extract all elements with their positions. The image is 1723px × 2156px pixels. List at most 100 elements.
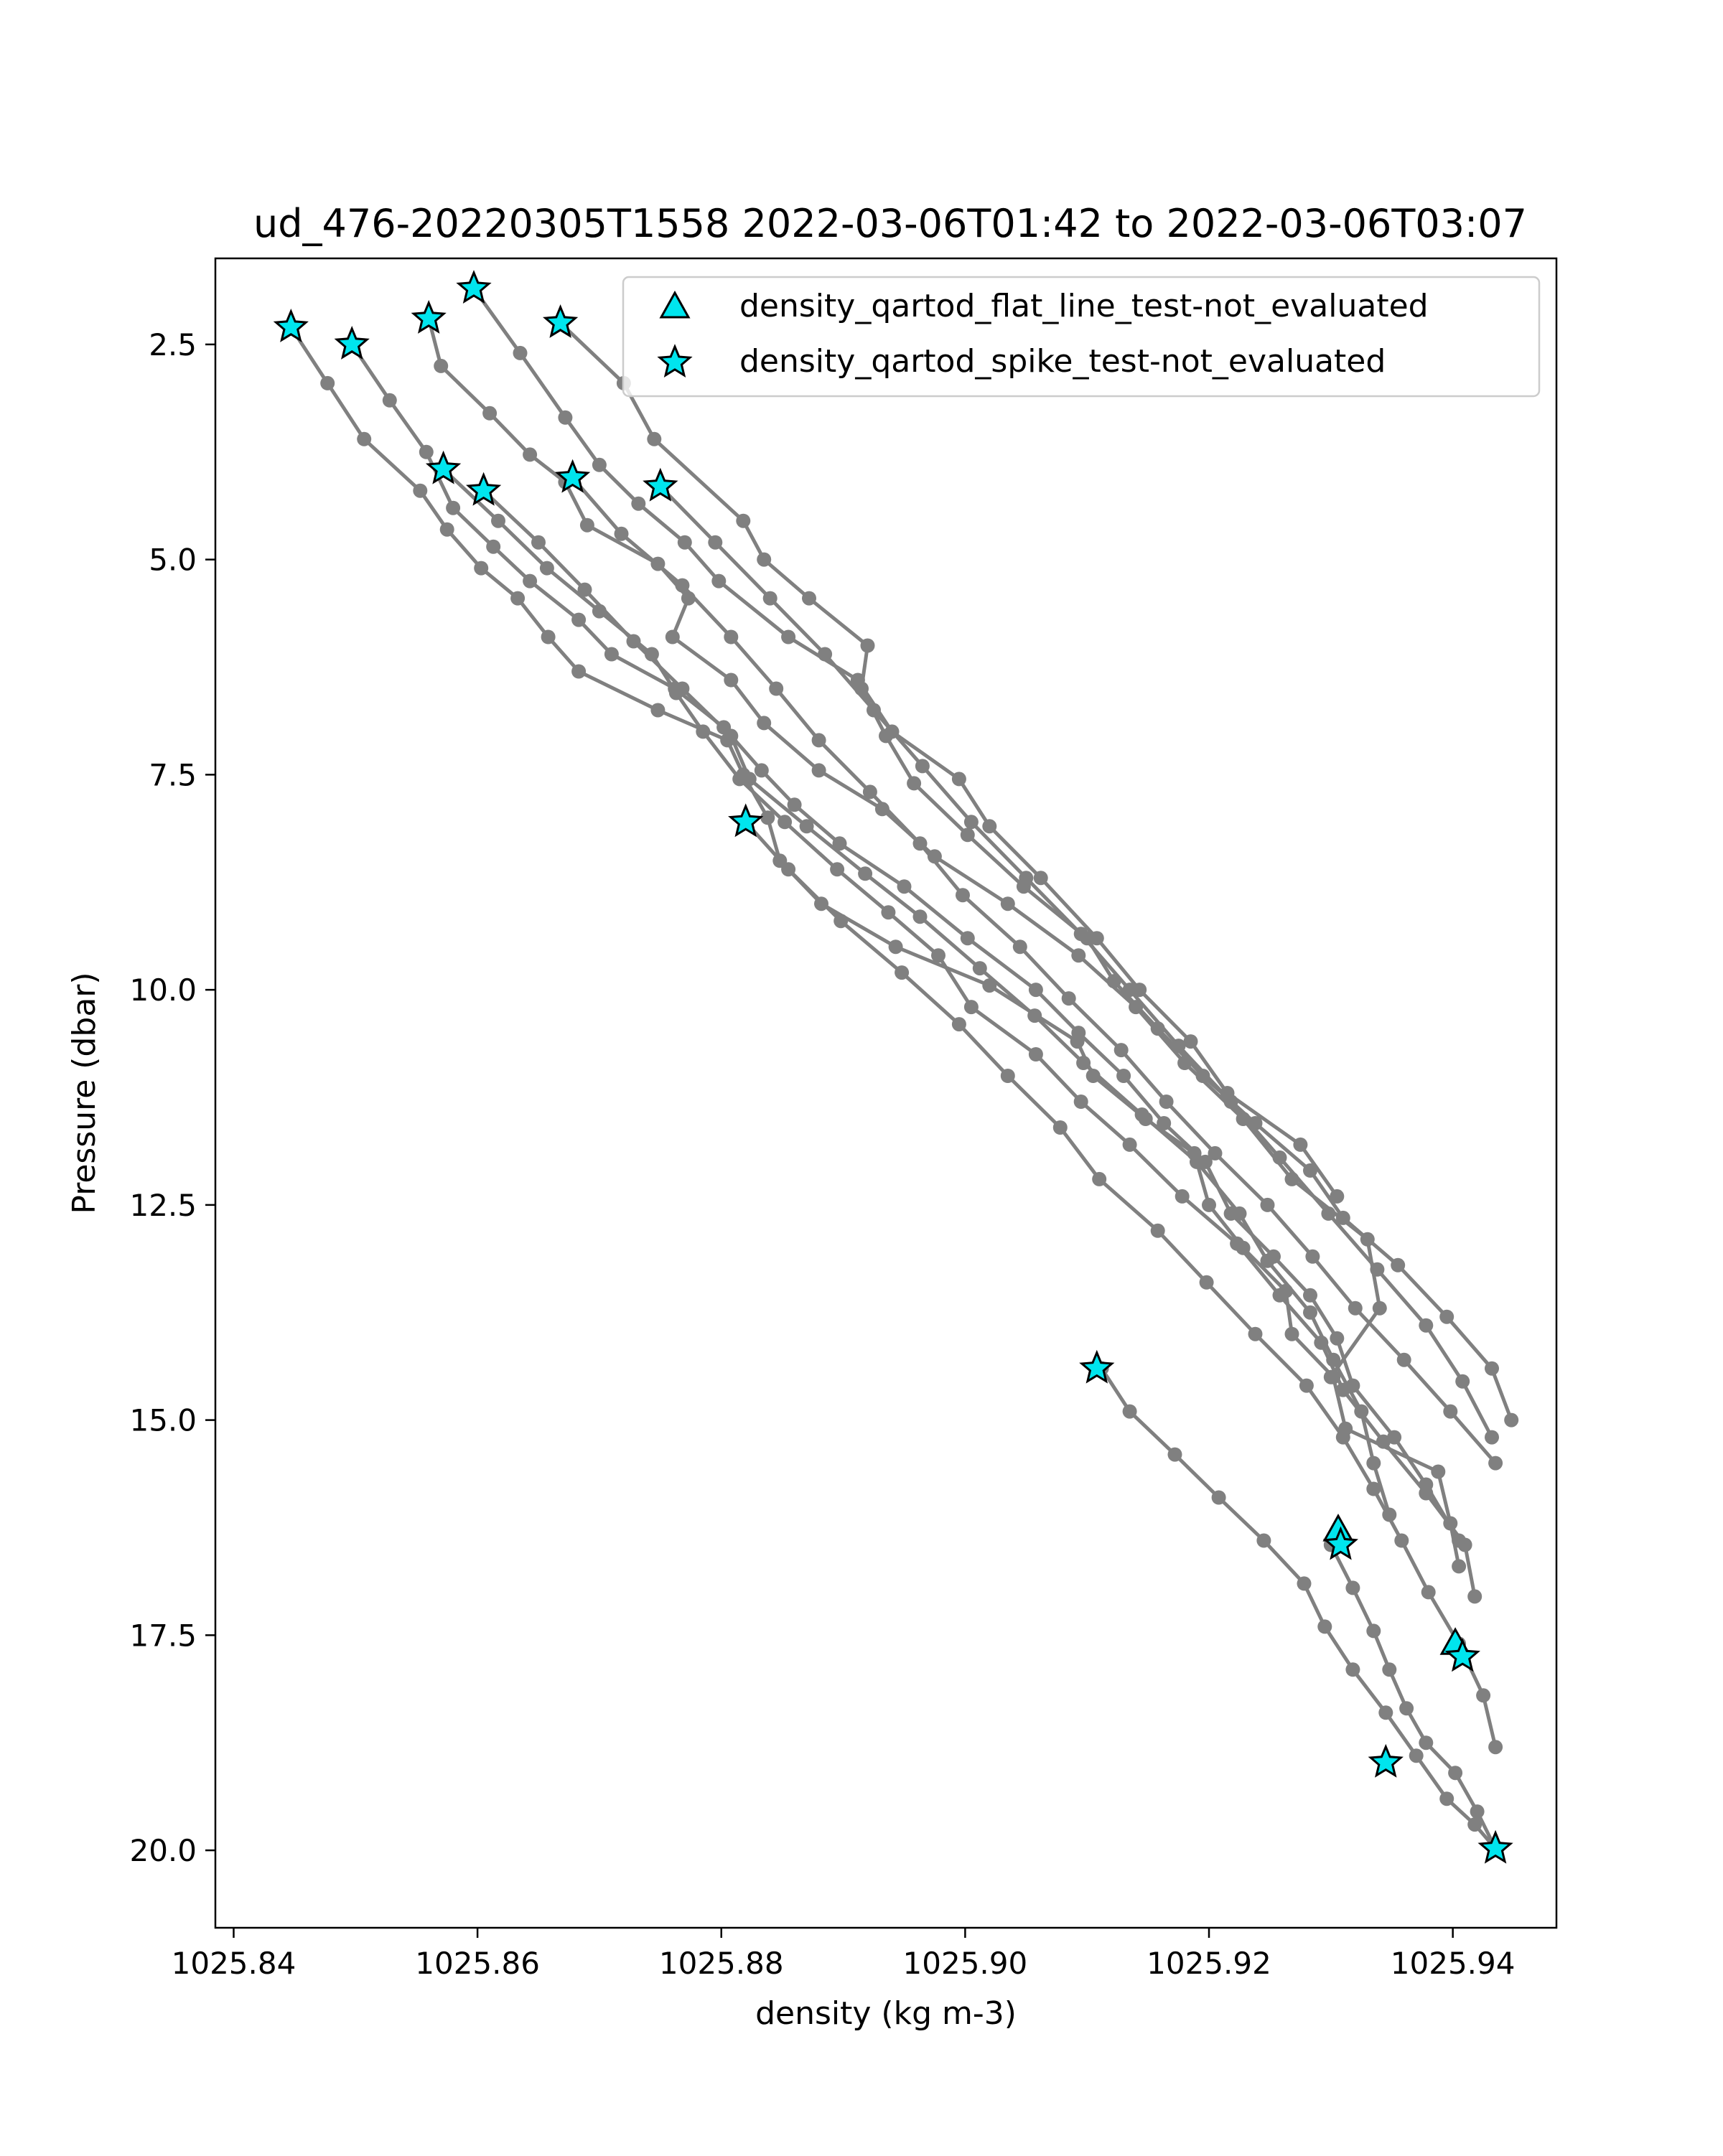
profile-1-point <box>650 703 666 718</box>
profile-7-point <box>1366 1456 1381 1471</box>
x-tick-label: 1025.94 <box>1391 1946 1516 1981</box>
profile-5-point <box>1303 1163 1317 1178</box>
profile-12-point <box>1470 1804 1485 1819</box>
y-tick-label: 2.5 <box>149 327 197 362</box>
profile-1-point <box>1202 1197 1216 1212</box>
profile-6-point <box>491 513 505 528</box>
profile-3-point <box>724 672 739 688</box>
profile-1-point <box>1431 1464 1446 1479</box>
profile-1-point <box>413 483 428 498</box>
profile-7-point <box>1190 1154 1204 1169</box>
x-axis-ticks: 1025.84 1025.86 1025.88 1025.90 1025.92 1025.… <box>172 1928 1516 1981</box>
profile-6-point <box>1073 1095 1088 1109</box>
profile-4-point <box>1293 1137 1308 1152</box>
profile-4-point <box>558 410 573 425</box>
spike-flag-marker <box>1477 1829 1513 1864</box>
profile-10-point <box>1421 1585 1436 1600</box>
profile-10-point <box>1366 1481 1381 1496</box>
profile-3-point <box>1071 948 1086 963</box>
x-axis-label: density (kg m-3) <box>755 1995 1017 2032</box>
profile-6-point <box>1028 1047 1043 1061</box>
profile-8-point <box>1488 1456 1503 1471</box>
profile-5-point <box>1439 1309 1454 1324</box>
profile-8-point <box>1260 1197 1275 1212</box>
legend: density_qartod_flat_line_test-not_evalua… <box>622 276 1541 398</box>
y-tick-label: 5.0 <box>149 543 197 578</box>
spike-flag-marker <box>334 325 370 360</box>
profile-7-point <box>1354 1404 1369 1419</box>
profile-5-point <box>736 513 751 528</box>
profile-12-point <box>1419 1735 1434 1750</box>
y-axis-ticks: 2.5 5.0 7.5 10.0 12.5 15.0 17.5 20.0 <box>129 327 215 1868</box>
profile-9-point <box>1122 983 1137 998</box>
y-tick-label: 7.5 <box>149 757 197 792</box>
profile-6-point <box>1272 1288 1287 1303</box>
profile-5-point <box>907 776 922 791</box>
profile-2-point <box>787 797 802 812</box>
profile-11-point <box>1439 1791 1454 1806</box>
profile-10-point <box>1299 1378 1314 1393</box>
y-axis-label: Pressure (dbar) <box>66 972 103 1214</box>
profile-8-point <box>1305 1249 1320 1264</box>
profile-6-point <box>1122 1137 1137 1152</box>
profile-6-point <box>778 815 793 830</box>
profile-12-point <box>1345 1580 1360 1595</box>
profile-4-point <box>677 535 692 550</box>
profile-6-point <box>1467 1589 1482 1604</box>
profile-6-point <box>1230 1236 1245 1251</box>
profile-5-point <box>802 591 816 606</box>
profile-10-point <box>951 1017 966 1032</box>
profile-8-point <box>1348 1300 1363 1316</box>
profile-2-point <box>571 612 587 627</box>
profile-8-point <box>769 681 784 696</box>
profile-10-point <box>1488 1740 1503 1755</box>
profile-11-point <box>1467 1817 1482 1832</box>
profile-11-point <box>1167 1447 1182 1462</box>
profile-2-point <box>523 573 538 589</box>
profile-7-point <box>626 634 641 649</box>
legend-box <box>622 276 1541 398</box>
profile-8-point <box>1012 939 1027 955</box>
profile-11-point <box>1211 1490 1226 1505</box>
spike-flag-marker <box>1444 1638 1480 1672</box>
profile-6-point <box>931 948 945 963</box>
profile-9-point <box>1272 1150 1287 1165</box>
spike-flag-marker <box>456 270 492 304</box>
profile-line-7 <box>482 489 1391 1516</box>
profile-9-point <box>963 815 979 830</box>
profile-4-point <box>1033 871 1048 886</box>
profile-9-point <box>1171 1039 1186 1054</box>
legend-star-shape <box>657 344 693 378</box>
plot-frame <box>214 257 1558 1929</box>
profile-4-point <box>1330 1189 1345 1204</box>
profile-9-point <box>1485 1430 1499 1445</box>
profile-8-point <box>724 629 739 645</box>
spike-flag-marker <box>425 450 462 484</box>
legend-star-marker <box>657 344 693 378</box>
profile-10-point <box>895 965 910 980</box>
profile-1-point <box>320 375 335 390</box>
profile-6-point <box>881 905 896 920</box>
profile-4-point <box>781 629 796 645</box>
profile-line-2 <box>350 343 1461 1542</box>
x-tick-label: 1025.84 <box>172 1946 296 1981</box>
profile-7-point <box>799 819 814 834</box>
y-tick-label: 12.5 <box>129 1188 197 1223</box>
profile-3-point <box>757 716 772 731</box>
profile-3-point <box>665 629 680 645</box>
profile-3-point <box>434 358 449 373</box>
spike-flag-marker <box>1322 1526 1359 1560</box>
x-tick-label: 1025.86 <box>415 1946 540 1981</box>
profile-2-point <box>382 393 397 408</box>
y-tick-label: 20.0 <box>129 1833 197 1868</box>
profile-5-point <box>879 728 893 744</box>
legend-label-spike: density_qartod_spike_test-not_evaluated <box>739 343 1386 380</box>
profile-7-point <box>858 866 873 881</box>
profile-1-point <box>1452 1559 1467 1574</box>
profile-line-9 <box>659 484 1494 1438</box>
profile-line-8 <box>571 477 1497 1465</box>
profile-1-point <box>474 561 489 576</box>
x-tick-label: 1025.88 <box>659 1946 784 1981</box>
profile-10-point <box>1394 1533 1409 1548</box>
chart-title: ud_476-20220305T1558 2022-03-06T01:42 to… <box>253 201 1527 246</box>
